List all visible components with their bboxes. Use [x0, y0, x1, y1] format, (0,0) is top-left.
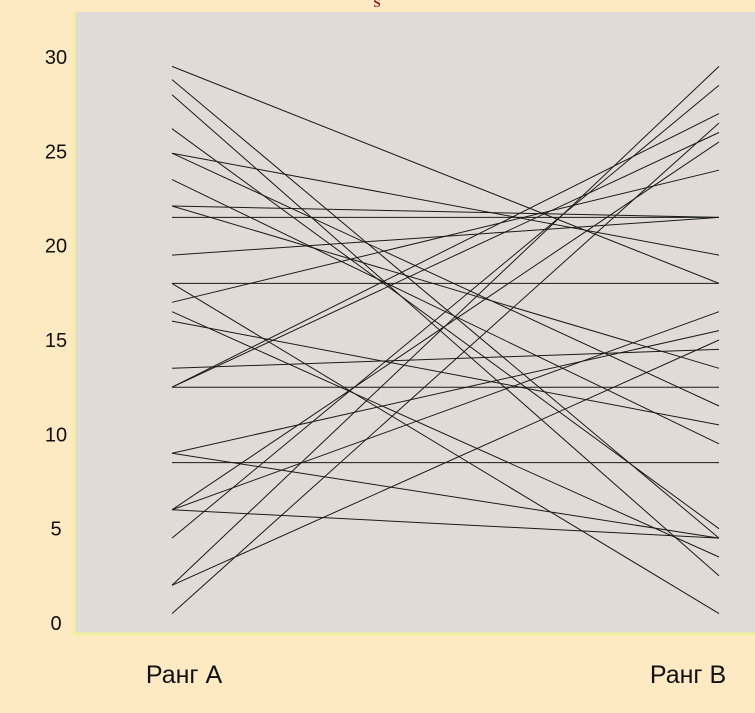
series-line-24 [171, 311, 720, 511]
y-tick-label: 30 [45, 47, 67, 69]
plot-background [74, 12, 755, 634]
y-tick-label: 0 [50, 613, 61, 635]
series-line-6 [171, 152, 720, 407]
series-line-16 [171, 320, 720, 426]
x-category-label-2: Ранг В [650, 661, 726, 689]
series-line-20 [171, 113, 720, 388]
y-tick-label: 10 [45, 424, 67, 446]
y-tick-label: 5 [50, 519, 61, 541]
series-line-30 [171, 122, 720, 614]
series-line-15 [171, 311, 720, 558]
line-series-group [171, 65, 720, 615]
series-line-19 [171, 132, 720, 388]
series-line-14 [171, 169, 720, 303]
series-line-17 [171, 348, 720, 369]
series-line-1 [171, 65, 720, 284]
y-tick-labels: 0 5 10 15 20 25 30 [45, 47, 67, 635]
y-tick-label: 20 [45, 236, 67, 258]
x-category-label-1: Ранг А [146, 661, 223, 689]
y-tick-label: 25 [45, 141, 67, 163]
y-tick-label: 15 [45, 330, 67, 352]
series-line-21 [171, 330, 720, 454]
series-line-5 [171, 152, 720, 256]
series-line-22 [171, 452, 720, 539]
series-line-27 [171, 84, 720, 539]
series-line-26 [171, 509, 720, 539]
series-line-29 [171, 339, 720, 586]
x-category-labels: Ранг А Ранг В [146, 661, 726, 689]
series-line-8 [171, 205, 720, 369]
series-line-3 [171, 94, 720, 577]
title-fragment: S [373, 0, 380, 10]
series-line-9 [171, 205, 720, 218]
series-line-28 [171, 66, 720, 586]
